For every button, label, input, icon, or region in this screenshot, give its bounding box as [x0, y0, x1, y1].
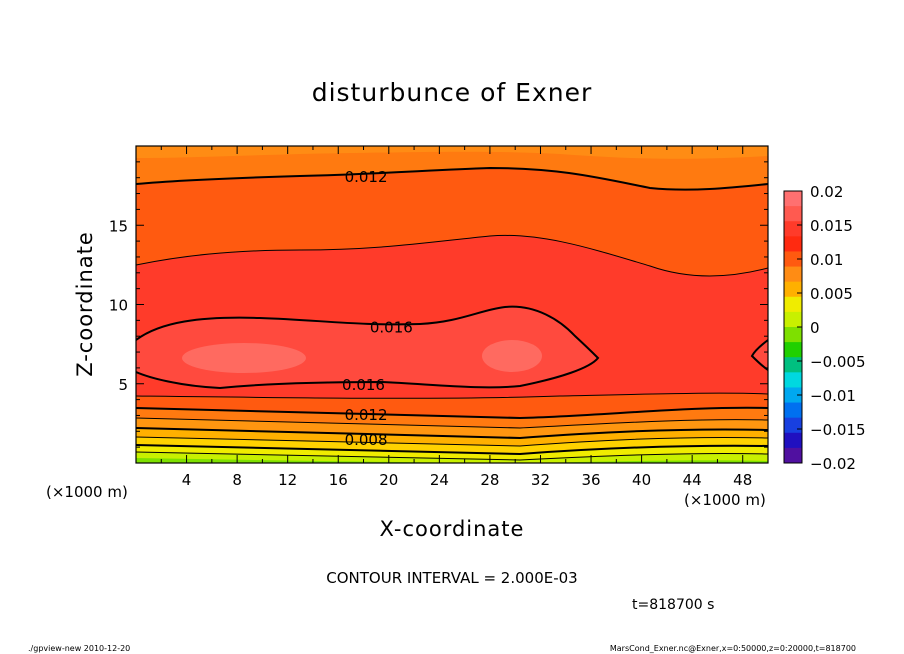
colorbar-tick-label: −0.005: [810, 353, 866, 371]
footer-left: ./gpview-new 2010-12-20: [28, 644, 130, 653]
colorbar-tick-label: 0.015: [810, 217, 853, 235]
contour-0.016-upper: [136, 305, 600, 390]
x-unit-right: (×1000 m): [684, 491, 766, 509]
colorbar-tick-label: 0.005: [810, 285, 853, 303]
x-tick-label: 16: [329, 471, 348, 489]
x-unit-left: (×1000 m): [46, 483, 128, 501]
contour-labels: 0.012 0.016 0.016 0.012 0.008: [342, 168, 413, 449]
colorbar-tick-label: 0.02: [810, 183, 843, 201]
contour-0.016-right: [750, 339, 768, 371]
colorbar: 0.02 0.015 0.01 0.005 0 −0.005 −0.01 −0.015 −0.0…: [783, 183, 866, 473]
x-tick-label: 48: [733, 471, 752, 489]
time-text: t=818700 s: [632, 597, 714, 613]
colorbar-band: [784, 236, 802, 252]
y-tick-label: 5: [118, 376, 128, 394]
x-tick-label: 24: [430, 471, 449, 489]
colorbar-band: [784, 447, 802, 464]
contour-0.014-top: [136, 234, 768, 277]
contour-0.010-bottom: [136, 417, 768, 429]
x-axis-title: X-coordinate: [380, 517, 525, 541]
footer-right: MarsCond_Exner.nc@Exner,x=0:50000,z=0:20…: [610, 644, 856, 653]
y-axis: 5 10 15: [109, 145, 768, 464]
contour-0.006-bottom: [136, 436, 768, 447]
contour-label: 0.012: [345, 168, 388, 186]
colorbar-tick-label: −0.02: [810, 455, 856, 473]
fill-band-0.018-b: [482, 340, 542, 372]
colorbar-band: [784, 357, 802, 373]
colorbar-band: [784, 206, 802, 222]
x-tick-label: 4: [182, 471, 192, 489]
x-tick-label: 8: [232, 471, 242, 489]
fill-band-0.016-0.018-right: [752, 340, 768, 370]
contour-0.008-bottom: [136, 427, 768, 440]
colorbar-band: [784, 372, 802, 388]
colorbar-band: [784, 281, 802, 298]
colorbar-band: [784, 266, 802, 283]
colorbar-tick-label: 0: [810, 319, 820, 337]
colorbar-band: [784, 342, 802, 358]
fill-band-bottom-neg: [136, 458, 768, 463]
x-tick-label: 40: [632, 471, 651, 489]
y-axis-title: Z-coordinate: [73, 231, 97, 377]
contour-0.004-bottom: [136, 444, 768, 456]
contour-0.002-bottom: [136, 451, 768, 461]
contour-label: 0.016: [342, 376, 385, 394]
contour-0.014-bottom: [136, 392, 768, 399]
x-axis: 4 8 12 16 20 24 28 32 36 40 44 48: [135, 146, 769, 489]
contour-interval-text: CONTOUR INTERVAL = 2.000E-03: [326, 569, 577, 587]
colorbar-band: [784, 191, 802, 207]
fill-band-bottom-0.000: [136, 452, 768, 463]
contour-0.012-top: [136, 166, 768, 191]
colorbar-tick-label: −0.015: [810, 421, 866, 439]
x-tick-label: 32: [531, 471, 550, 489]
x-tick-label: 44: [683, 471, 702, 489]
fill-band-0.010-top: [136, 146, 768, 159]
colorbar-band: [784, 432, 802, 449]
plot-fills: [136, 146, 768, 463]
y-tick-label: 10: [109, 297, 128, 315]
colorbar-band: [784, 311, 802, 328]
contour-label: 0.016: [370, 319, 413, 337]
y-tick-label: 15: [109, 217, 128, 235]
colorbar-band: [784, 417, 802, 434]
colorbar-band: [784, 251, 802, 268]
x-tick-label: 12: [278, 471, 297, 489]
contour-0.012-bottom: [136, 406, 768, 420]
chart-title: disturbunce of Exner: [312, 78, 593, 107]
contour-lines: [136, 166, 768, 461]
x-tick-label: 28: [480, 471, 499, 489]
colorbar-band: [784, 296, 802, 313]
x-tick-label: 36: [581, 471, 600, 489]
fill-band-0.018-a: [182, 343, 306, 373]
colorbar-tick-label: −0.01: [810, 387, 856, 405]
contour-label: 0.012: [345, 406, 388, 424]
colorbar-band: [784, 387, 802, 404]
contour-label: 0.008: [345, 431, 388, 449]
colorbar-band: [784, 327, 802, 343]
x-tick-label: 20: [379, 471, 398, 489]
colorbar-band: [784, 402, 802, 419]
colorbar-band: [784, 221, 802, 237]
colorbar-tick-label: 0.01: [810, 251, 843, 269]
